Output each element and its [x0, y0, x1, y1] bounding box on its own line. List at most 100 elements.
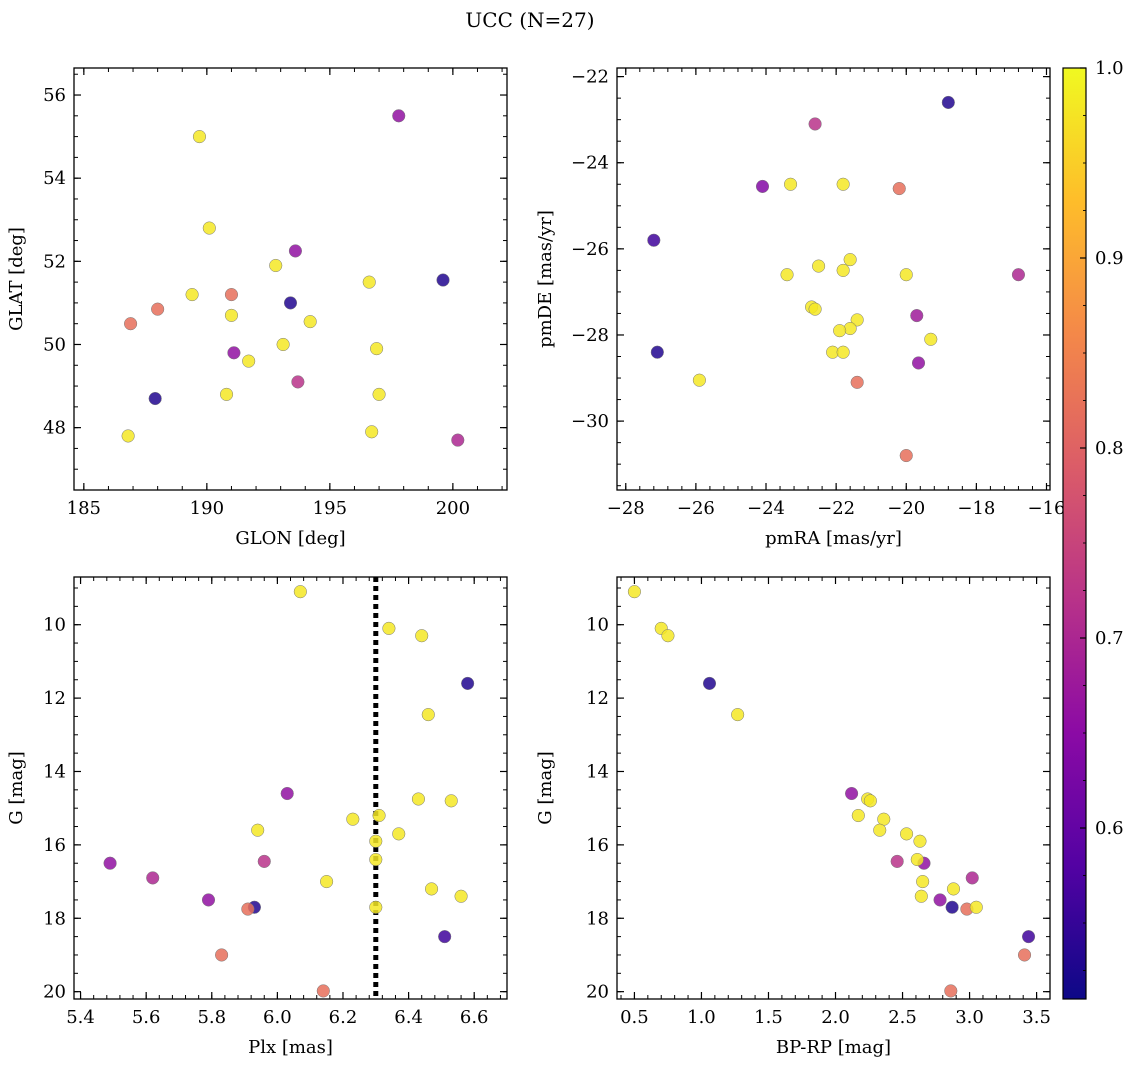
data-point — [185, 288, 199, 302]
data-point — [755, 179, 770, 193]
data-point — [836, 177, 850, 191]
data-point — [647, 233, 661, 247]
data-point — [913, 834, 927, 848]
y-tick-label: −26 — [571, 239, 609, 260]
data-point — [911, 356, 926, 370]
data-point — [873, 823, 887, 837]
data-point — [863, 794, 877, 808]
data-point — [900, 827, 914, 841]
x-tick-label: −16 — [1027, 498, 1065, 519]
x-tick-label: 5.4 — [66, 1007, 95, 1028]
data-point — [219, 387, 234, 401]
y-axis-label: GLAT [deg] — [6, 227, 27, 331]
y-tick-label: −28 — [571, 325, 609, 346]
data-point — [146, 871, 160, 885]
y-tick-label: 10 — [43, 615, 66, 636]
data-point — [836, 345, 850, 359]
y-tick-label: 20 — [43, 982, 66, 1003]
data-point — [969, 900, 983, 914]
colorbar: 0.6 0.7 0.8 0.9 1.0 — [1062, 58, 1124, 1000]
data-point — [836, 263, 850, 277]
data-point — [369, 900, 383, 914]
y-tick-label: −24 — [571, 153, 609, 174]
y-tick-label: 20 — [586, 982, 609, 1003]
data-point — [784, 177, 798, 191]
data-point — [365, 425, 379, 439]
x-tick-label: 2.5 — [888, 1007, 917, 1028]
x-tick-label: 5.8 — [197, 1007, 226, 1028]
data-point — [1022, 930, 1036, 944]
data-point — [808, 117, 822, 131]
y-tick-label: 14 — [586, 761, 609, 782]
data-point — [257, 854, 271, 868]
data-point — [451, 433, 465, 447]
data-point — [702, 676, 717, 690]
y-tick-label: −22 — [571, 67, 609, 88]
data-point — [224, 288, 239, 302]
y-tick-label: 12 — [586, 688, 609, 709]
points — [627, 585, 1036, 998]
data-point — [946, 882, 961, 896]
data-point — [280, 786, 294, 801]
data-point — [148, 391, 162, 406]
data-point — [916, 875, 930, 889]
x-tick-label: 2.0 — [821, 1007, 850, 1028]
data-point — [372, 808, 386, 823]
colorbar-tick-label: 0.9 — [1095, 248, 1124, 269]
data-point — [692, 373, 706, 387]
data-point — [944, 984, 958, 998]
y-tick-label: −30 — [571, 411, 609, 432]
colorbar-tick-label: 0.7 — [1095, 628, 1124, 649]
figure-title: UCC (N=27) — [465, 8, 594, 32]
data-point — [436, 273, 450, 287]
y-tick-label: 16 — [586, 835, 609, 856]
data-point — [965, 871, 979, 885]
data-point — [924, 332, 938, 346]
data-point — [899, 449, 913, 463]
x-tick-label: 6.6 — [460, 1007, 489, 1028]
data-point — [192, 130, 207, 144]
x-tick-label: 0.5 — [620, 1007, 649, 1028]
data-point — [242, 354, 256, 368]
x-tick-label: 6.2 — [329, 1007, 358, 1028]
data-point — [812, 259, 826, 273]
points — [647, 95, 1025, 463]
data-point — [202, 221, 216, 235]
points — [103, 585, 475, 998]
colorbar-tick-label: 0.8 — [1095, 438, 1124, 459]
data-point — [933, 893, 947, 907]
data-point — [320, 875, 334, 889]
x-tick-label: 195 — [313, 498, 347, 519]
y-axis-label: pmDE [mas/yr] — [535, 210, 556, 348]
y-tick-label: 12 — [43, 688, 66, 709]
data-point — [369, 834, 383, 848]
data-point — [941, 95, 955, 109]
data-point — [103, 856, 117, 870]
x-axis-label: BP-RP [mag] — [776, 1037, 891, 1058]
data-point — [899, 268, 913, 282]
data-point — [276, 337, 290, 352]
data-point — [124, 317, 138, 331]
x-tick-label: 200 — [436, 498, 470, 519]
data-point — [780, 268, 794, 282]
data-point — [910, 853, 924, 867]
y-tick-label: 50 — [43, 334, 66, 355]
panel-plx-g: 5.4 5.6 5.8 6.0 6.2 6.4 6.6 10 12 14 16 18 20 Plx [ma… — [6, 576, 508, 1058]
data-point — [269, 258, 283, 273]
data-point — [808, 302, 822, 316]
data-point — [851, 808, 865, 823]
x-axis-label: GLON [deg] — [235, 528, 345, 549]
x-axis-label: pmRA [mas/yr] — [765, 528, 902, 549]
data-point — [382, 621, 396, 635]
x-axis-label: Plx [mas] — [248, 1037, 333, 1058]
x-tick-label: −18 — [957, 498, 995, 519]
panel-glon-glat: 185 190 195 200 48 50 52 54 56 GLON [deg] GLAT [de… — [6, 67, 508, 549]
data-point — [444, 794, 458, 808]
data-point — [241, 902, 255, 916]
data-point — [224, 308, 239, 322]
axes-frame — [616, 576, 1051, 1000]
data-point — [945, 900, 959, 914]
data-point — [362, 275, 376, 289]
x-tick-label: 3.0 — [955, 1007, 984, 1028]
